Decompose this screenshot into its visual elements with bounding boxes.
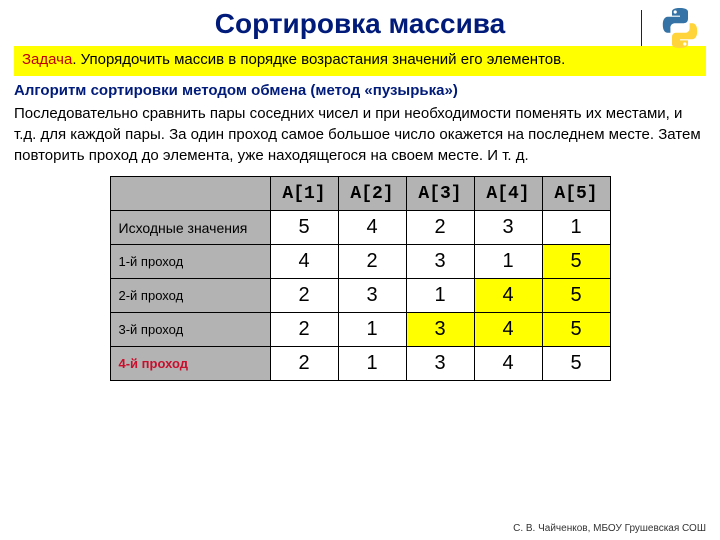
- col-header: A[5]: [542, 177, 610, 211]
- col-header: A[4]: [474, 177, 542, 211]
- cell: 2: [338, 245, 406, 279]
- row-label: 1-й проход: [110, 245, 270, 279]
- python-logo-icon: [658, 6, 702, 55]
- cell: 4: [270, 245, 338, 279]
- sort-table: A[1] A[2] A[3] A[4] A[5] Исходные значен…: [110, 176, 611, 381]
- divider: [641, 10, 642, 46]
- cell: 3: [474, 211, 542, 245]
- row-label: Исходные значения: [110, 211, 270, 245]
- footer-credit: С. В. Чайченков, МБОУ Грушевская СОШ: [513, 523, 706, 534]
- cell: 1: [406, 279, 474, 313]
- cell: 1: [542, 211, 610, 245]
- col-header: A[3]: [406, 177, 474, 211]
- task-box: Задача. Упорядочить массив в порядке воз…: [14, 46, 706, 76]
- cell: 5: [270, 211, 338, 245]
- cell: 4: [474, 313, 542, 347]
- cell: 1: [338, 347, 406, 381]
- cell: 3: [406, 245, 474, 279]
- cell: 3: [406, 347, 474, 381]
- algorithm-description: Последовательно сравнить пары соседних ч…: [14, 103, 706, 166]
- cell: 4: [338, 211, 406, 245]
- row-label: 3-й проход: [110, 313, 270, 347]
- cell: 1: [474, 245, 542, 279]
- cell: 2: [270, 313, 338, 347]
- cell: 2: [270, 347, 338, 381]
- cell: 5: [542, 313, 610, 347]
- page-title: Сортировка массива: [0, 8, 720, 40]
- cell: 5: [542, 347, 610, 381]
- cell: 2: [270, 279, 338, 313]
- cell: 4: [474, 279, 542, 313]
- cell: 3: [406, 313, 474, 347]
- cell: 2: [406, 211, 474, 245]
- cell: 3: [338, 279, 406, 313]
- row-label: 2-й проход: [110, 279, 270, 313]
- task-text: . Упорядочить массив в порядке возрастан…: [72, 51, 565, 68]
- col-header: A[2]: [338, 177, 406, 211]
- cell: 5: [542, 245, 610, 279]
- table-corner: [110, 177, 270, 211]
- cell: 1: [338, 313, 406, 347]
- task-label: Задача: [22, 51, 72, 68]
- algorithm-heading: Алгоритм сортировки методом обмена (мето…: [14, 82, 706, 99]
- row-label: 4-й проход: [110, 347, 270, 381]
- cell: 5: [542, 279, 610, 313]
- cell: 4: [474, 347, 542, 381]
- col-header: A[1]: [270, 177, 338, 211]
